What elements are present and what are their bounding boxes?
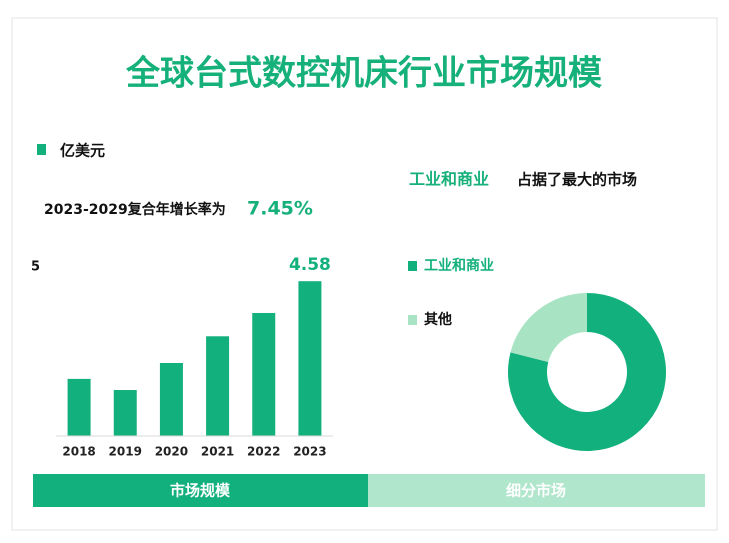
tab-label[interactable]: 市场规模 xyxy=(170,482,231,500)
x-tick-label: 2022 xyxy=(247,445,280,459)
legend-swatch xyxy=(408,315,417,325)
value-label: 4.58 xyxy=(289,255,331,275)
legend-swatch xyxy=(408,261,417,271)
page-title: 全球台式数控机床行业市场规模 xyxy=(125,54,602,94)
bar xyxy=(67,378,91,436)
bar xyxy=(206,336,230,436)
cagr-label: 2023-2029复合年增长率为 xyxy=(44,201,226,218)
x-tick-label: 2018 xyxy=(62,445,95,459)
legend-swatch xyxy=(37,144,46,155)
pie-slice xyxy=(508,293,666,451)
pie-title-highlight: 工业和商业 xyxy=(409,170,489,189)
x-tick-label: 2021 xyxy=(201,445,234,459)
bar xyxy=(113,390,137,436)
tab[interactable] xyxy=(33,474,368,507)
tab[interactable] xyxy=(368,474,705,507)
bar xyxy=(159,362,183,436)
tab-label[interactable]: 细分市场 xyxy=(506,482,566,500)
cagr-value: 7.45% xyxy=(247,198,313,220)
x-tick-label: 2019 xyxy=(109,445,142,459)
x-tick-label: 2020 xyxy=(155,445,188,459)
frame xyxy=(11,17,718,531)
legend-label: 亿美元 xyxy=(60,142,105,160)
bar xyxy=(298,281,322,436)
legend-label: 其他 xyxy=(424,311,452,328)
pie-title: 占据了最大的市场 xyxy=(517,171,637,189)
x-tick-label: 2023 xyxy=(293,445,326,459)
y-tick-label: 5 xyxy=(31,260,40,275)
legend-label: 工业和商业 xyxy=(424,257,494,274)
bar xyxy=(252,312,276,436)
pie-slice xyxy=(510,293,587,363)
